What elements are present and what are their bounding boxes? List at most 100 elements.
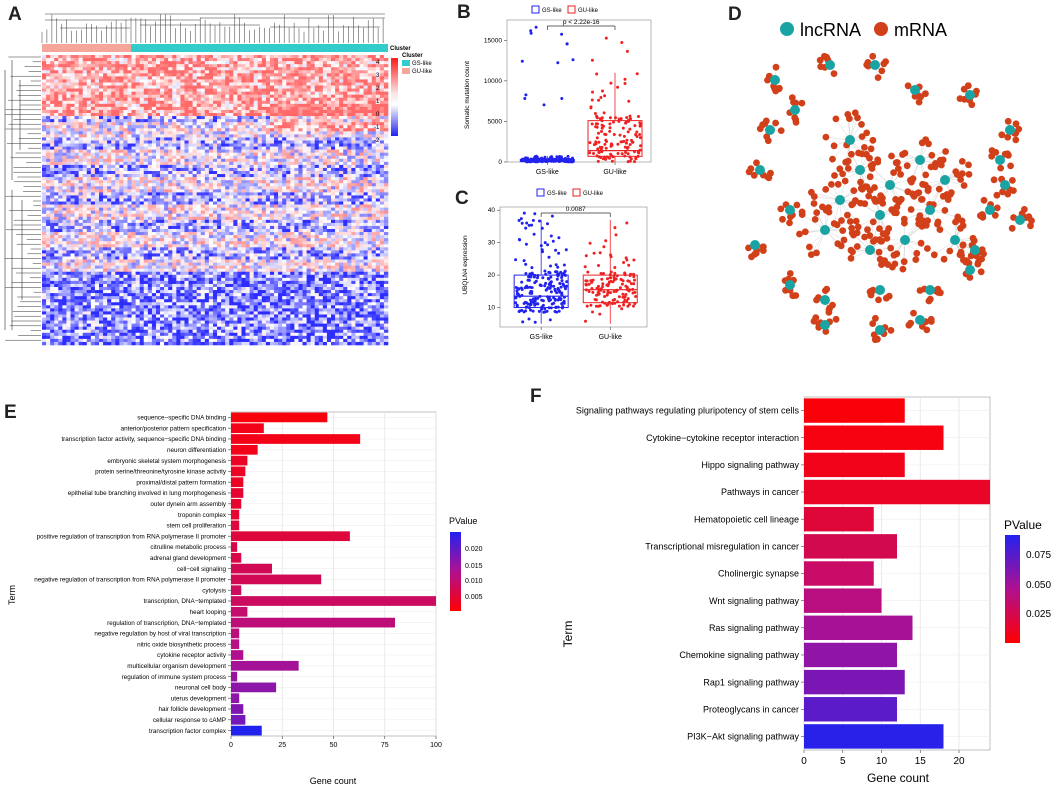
heat-cell	[383, 140, 389, 144]
heat-cell	[269, 58, 275, 62]
heat-cell	[200, 186, 206, 190]
heat-cell	[200, 73, 206, 77]
heat-cell	[278, 85, 283, 89]
heat-cell	[245, 167, 250, 172]
heat-cell	[237, 143, 242, 147]
heat-cell	[151, 134, 157, 138]
heat-cell	[212, 70, 218, 74]
heat-cell	[383, 177, 389, 181]
heat-cell	[355, 189, 360, 193]
heat-cell	[196, 164, 202, 169]
heat-cell	[294, 119, 299, 123]
heat-cell	[225, 140, 230, 144]
heat-cell	[94, 152, 100, 157]
heat-cell	[196, 106, 202, 111]
heat-cell	[371, 158, 377, 163]
heat-cell	[233, 180, 238, 184]
heat-cell	[204, 198, 210, 202]
heat-cell	[176, 125, 181, 129]
heat-cell	[180, 152, 185, 157]
heat-cell	[86, 125, 92, 129]
heat-cell	[192, 167, 197, 172]
heat-cell	[347, 79, 352, 83]
heat-cell	[131, 152, 136, 157]
heat-cell	[269, 131, 275, 135]
heat-cell	[367, 134, 373, 138]
heat-cell	[180, 155, 185, 160]
heat-cell	[347, 186, 352, 190]
heat-cell	[212, 119, 218, 123]
heat-cell	[355, 164, 360, 169]
heat-cell	[192, 177, 197, 181]
heat-cell	[196, 161, 202, 166]
heat-cell	[172, 85, 177, 89]
heat-cell	[119, 100, 124, 105]
heat-cell	[245, 103, 250, 108]
heat-cell	[46, 216, 51, 221]
heat-cell	[212, 167, 218, 172]
heat-cell	[269, 61, 275, 65]
heat-cell	[131, 116, 136, 120]
heat-cell	[221, 94, 226, 99]
heat-cell	[58, 128, 63, 132]
heat-cell	[298, 79, 303, 83]
heat-cell	[383, 122, 389, 126]
heat-cell	[274, 210, 279, 215]
heat-cell	[192, 210, 197, 215]
heat-cell	[383, 119, 389, 123]
heat-cell	[143, 73, 149, 77]
heat-cell	[115, 85, 120, 89]
heat-cell	[249, 213, 254, 218]
heat-cell	[318, 122, 324, 126]
heat-cell	[208, 94, 214, 99]
heat-cell	[192, 143, 197, 147]
heat-cell	[245, 67, 250, 71]
heat-cell	[204, 85, 210, 89]
heat-cell	[54, 116, 59, 120]
heat-cell	[269, 85, 275, 89]
heat-cell	[383, 91, 389, 95]
heat-cell	[233, 88, 238, 92]
heat-cell	[217, 186, 222, 190]
heat-cell	[160, 192, 165, 196]
heat-cell	[164, 201, 169, 205]
heat-cell	[94, 137, 100, 141]
heat-cell	[58, 76, 63, 80]
heat-cell	[282, 167, 287, 172]
heat-cell	[107, 61, 112, 65]
heat-cell	[86, 164, 92, 169]
heat-cell	[249, 180, 254, 184]
heat-cell	[233, 149, 238, 153]
heat-cell	[282, 171, 287, 175]
heat-cell	[131, 109, 136, 114]
heat-cell	[257, 113, 263, 117]
heat-cell	[355, 91, 360, 95]
heat-cell	[54, 91, 59, 95]
heat-cell	[335, 128, 340, 132]
heat-cell	[131, 137, 136, 141]
heat-cell	[42, 91, 47, 95]
heat-cell	[290, 131, 295, 135]
heat-cell	[278, 201, 283, 205]
heat-cell	[200, 64, 206, 68]
heat-cell	[290, 158, 295, 163]
heat-cell	[294, 222, 299, 227]
heat-cell	[86, 210, 92, 215]
heat-cell	[351, 85, 356, 89]
heat-cell	[331, 91, 336, 95]
heat-cell	[290, 143, 295, 147]
heat-cell	[42, 229, 47, 233]
heat-cell	[212, 161, 218, 166]
heat-cell	[131, 64, 136, 68]
heat-cell	[261, 100, 267, 105]
heat-cell	[245, 164, 250, 169]
heat-cell	[375, 116, 381, 120]
heat-cell	[339, 216, 344, 221]
heat-cell	[180, 131, 185, 135]
heat-cell	[331, 100, 336, 105]
heat-cell	[86, 167, 92, 172]
heat-cell	[208, 146, 214, 150]
heat-cell	[331, 55, 336, 59]
heat-cell	[298, 207, 303, 211]
heat-cell	[290, 177, 295, 181]
